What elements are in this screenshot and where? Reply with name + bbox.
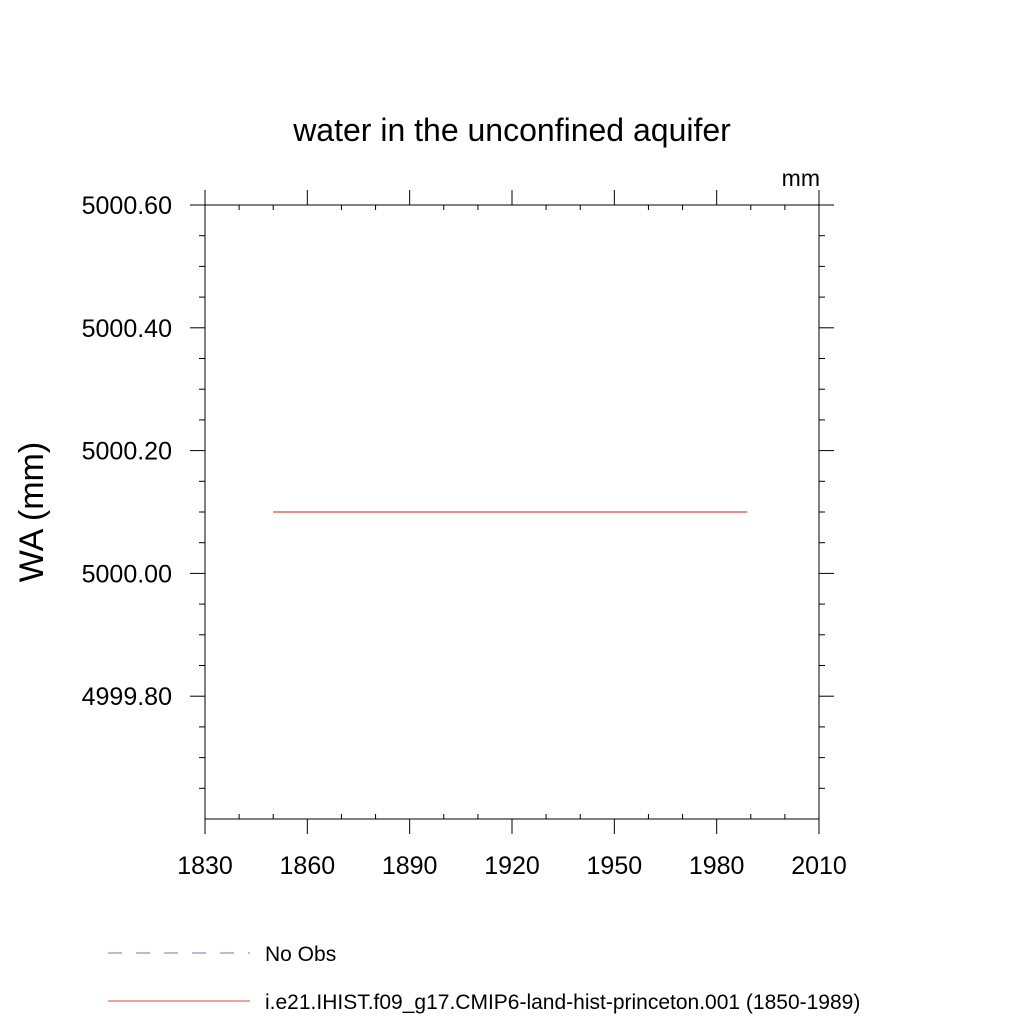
x-tick-label: 1830 bbox=[177, 852, 233, 880]
x-tick-label: 1980 bbox=[689, 852, 745, 880]
x-tick-label: 1860 bbox=[280, 852, 336, 880]
chart-title: water in the unconfined aquifer bbox=[292, 112, 731, 148]
x-axis-ticks: 1830 1860 1890 1920 1950 1980 2010 bbox=[177, 190, 847, 880]
legend: No Obs i.e21.IHIST.f09_g17.CMIP6-land-his… bbox=[108, 943, 860, 1014]
y-tick-label: 5000.00 bbox=[82, 560, 172, 588]
y-tick-label: 4999.80 bbox=[82, 683, 172, 711]
x-tick-label: 1920 bbox=[484, 852, 540, 880]
y-tick-label: 5000.40 bbox=[82, 315, 172, 343]
x-tick-label: 1950 bbox=[587, 852, 643, 880]
y-axis-ticks: 4999.80 5000.00 5000.20 5000.40 5000.60 bbox=[82, 192, 834, 789]
y-tick-label: 5000.60 bbox=[82, 192, 172, 220]
units-label: mm bbox=[782, 165, 820, 191]
x-tick-label: 1890 bbox=[382, 852, 438, 880]
y-tick-label: 5000.20 bbox=[82, 438, 172, 466]
x-tick-label: 2010 bbox=[791, 852, 847, 880]
legend-label: i.e21.IHIST.f09_g17.CMIP6-land-hist-prin… bbox=[265, 991, 860, 1014]
y-axis-label: WA (mm) bbox=[13, 442, 51, 582]
legend-label: No Obs bbox=[265, 943, 336, 966]
